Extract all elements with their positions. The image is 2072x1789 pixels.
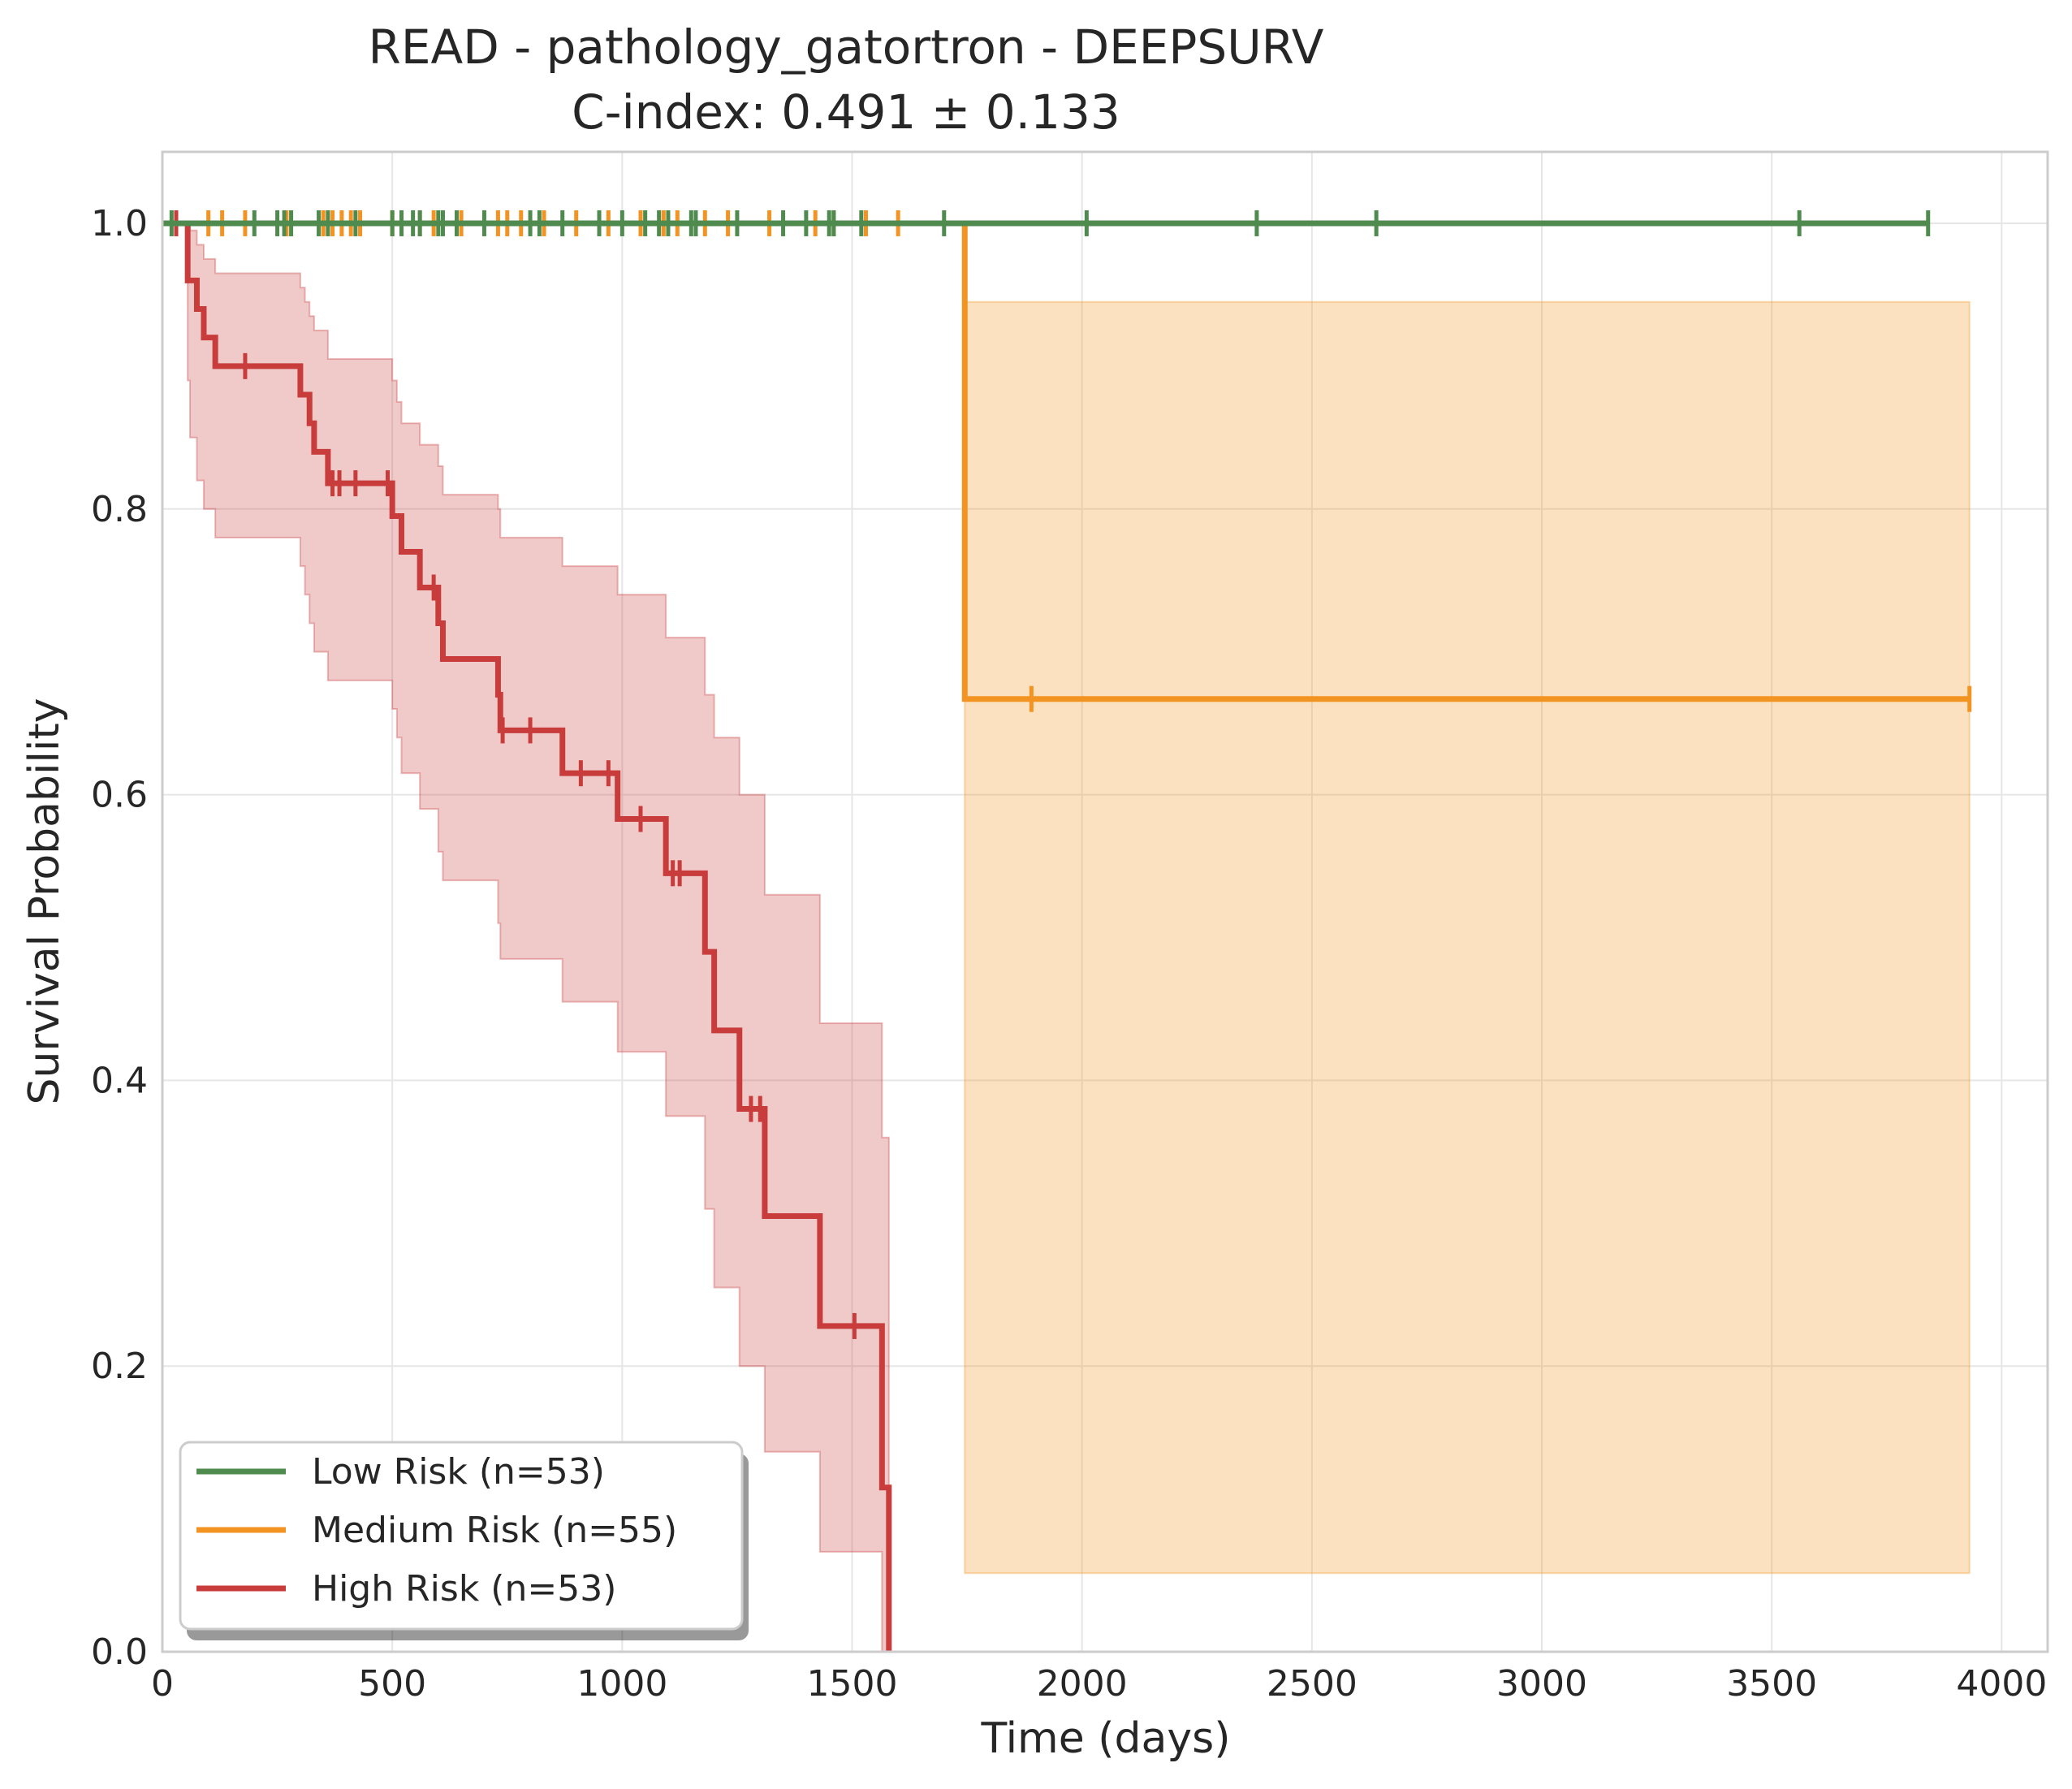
confidence-band-1 — [964, 300, 1971, 1575]
y-tick-label: 0.2 — [91, 1346, 148, 1387]
legend-label-2: High Risk (n=53) — [312, 1568, 616, 1610]
x-tick-label: 1000 — [576, 1663, 667, 1705]
x-tick-label: 0 — [151, 1663, 174, 1705]
x-tick-label: 3500 — [1726, 1663, 1817, 1705]
x-tick-label: 4000 — [1956, 1663, 2047, 1705]
chart-subtitle: C-index: 0.491 ± 0.133 — [572, 84, 1120, 140]
plot-area — [162, 152, 2048, 1652]
y-axis-label: Survival Probability — [20, 698, 69, 1104]
x-tick-label: 3000 — [1496, 1663, 1587, 1705]
x-tick-label: 1500 — [807, 1663, 898, 1705]
y-tick-label: 0.4 — [91, 1060, 148, 1101]
x-tick-label: 2000 — [1037, 1663, 1128, 1705]
legend-label-0: Low Risk (n=53) — [312, 1451, 605, 1493]
y-tick-label: 0.6 — [91, 775, 148, 816]
x-tick-label: 500 — [358, 1663, 426, 1705]
legend-box — [179, 1441, 744, 1631]
y-tick-label: 0.8 — [91, 489, 148, 530]
x-tick-label: 2500 — [1267, 1663, 1358, 1705]
x-axis-label: Time (days) — [980, 1714, 1230, 1763]
y-tick-label: 0.0 — [91, 1631, 148, 1673]
chart-title: READ - pathology_gatortron - DEEPSURV — [369, 19, 1324, 75]
y-tick-label: 1.0 — [91, 203, 148, 244]
legend: Low Risk (n=53) Medium Risk (n=55) High Ri… — [179, 1441, 749, 1640]
plot-frame — [161, 150, 2049, 1653]
legend-label-1: Medium Risk (n=55) — [312, 1510, 677, 1551]
